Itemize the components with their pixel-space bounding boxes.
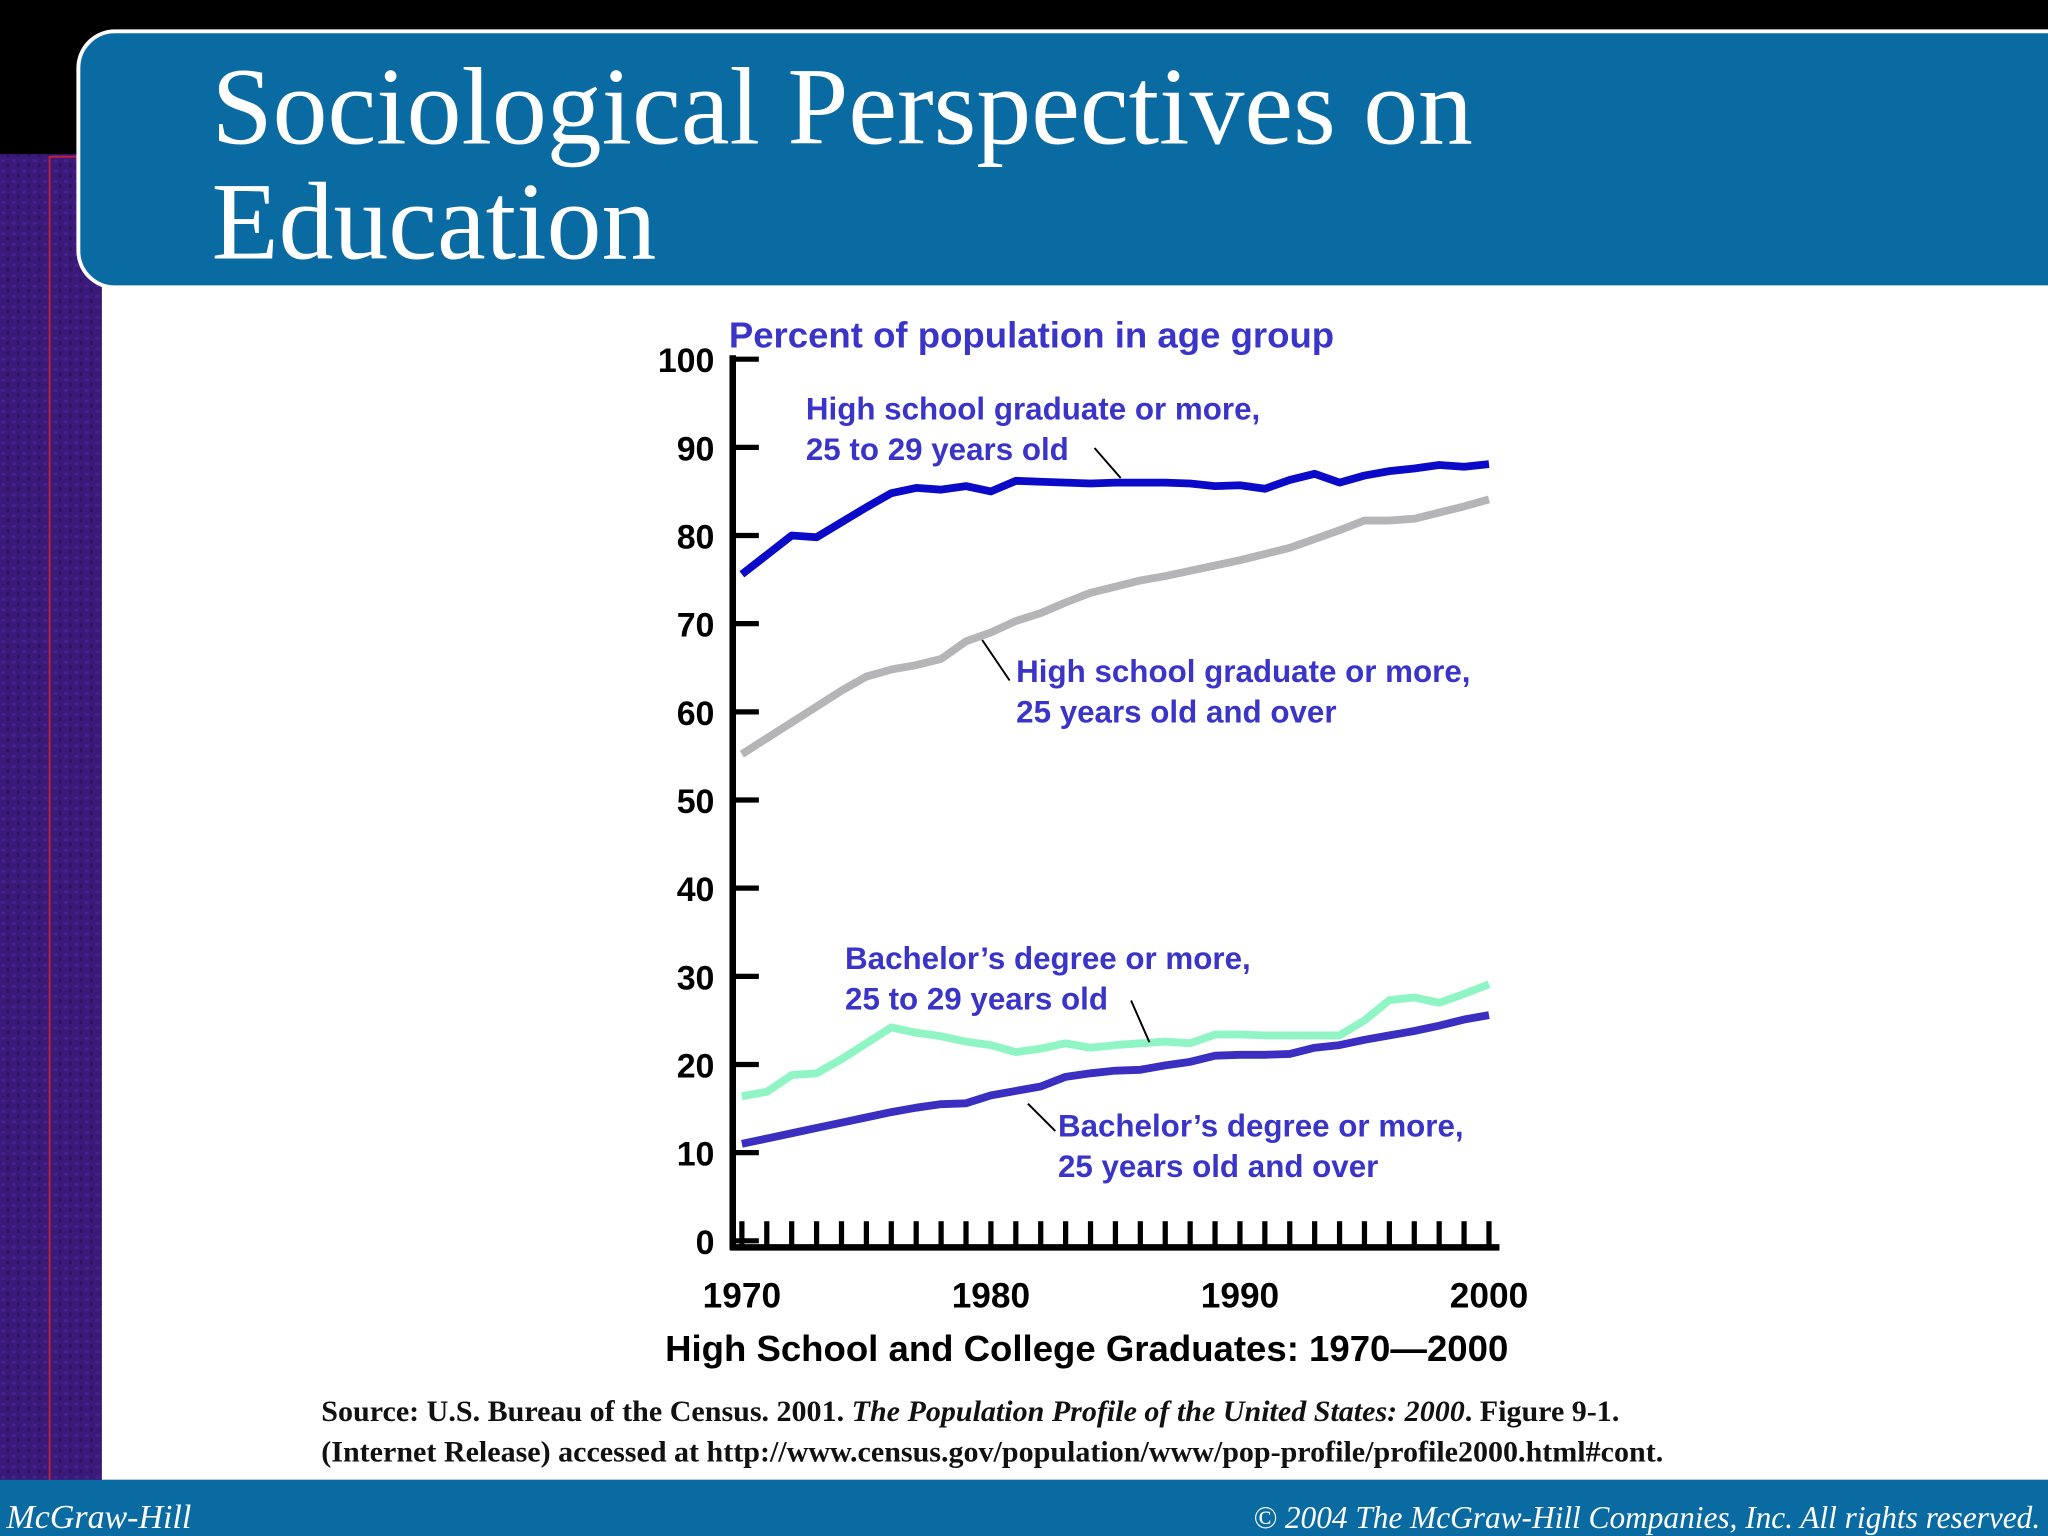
title-bar — [76, 29, 2048, 290]
annotation: 25 years old and over — [1058, 1149, 1378, 1184]
x-tick-label: 1980 — [952, 1276, 1030, 1315]
source-title: The Population Profile of the United Sta… — [852, 1395, 1465, 1428]
leader-line — [1027, 1102, 1057, 1132]
series-line — [741, 980, 1491, 1101]
annotation: High school graduate or more, — [1016, 654, 1470, 689]
y-tick-label: 30 — [677, 959, 715, 997]
y-tick-label: 40 — [677, 871, 715, 909]
annotation: Bachelor’s degree or more, — [1058, 1108, 1464, 1143]
source-text: Source: U.S. Bureau of the Census. 2001. — [321, 1395, 851, 1428]
source-text: . Figure 9-1. — [1465, 1395, 1620, 1428]
leader-line — [981, 639, 1011, 682]
plot: 0 10 20 30 40 50 60 70 80 90 100 1970 1980 1990 2000 Hi… — [658, 342, 1528, 1315]
y-tick-label: 50 — [677, 783, 715, 821]
content-area — [101, 280, 2048, 1480]
leader-line — [1093, 447, 1122, 479]
series-line — [739, 460, 1490, 578]
series-line — [739, 495, 1491, 758]
annotation: Bachelor’s degree or more, — [845, 941, 1251, 976]
y-tick-label: 70 — [677, 607, 715, 645]
slide-title: Education — [212, 161, 657, 283]
y-axis-label: Percent of population in age group — [729, 314, 1334, 355]
y-tick-label: 0 — [696, 1224, 715, 1262]
y-tick-label: 60 — [677, 695, 715, 733]
y-tick-label: 10 — [677, 1136, 715, 1174]
y-tick-label: 20 — [677, 1048, 715, 1086]
annotation: High school graduate or more, — [806, 391, 1260, 426]
series-line — [741, 1011, 1490, 1148]
x-tick-label: 1990 — [1201, 1276, 1279, 1315]
x-tick-label: 1970 — [703, 1276, 781, 1315]
footer-left: McGraw-Hill — [6, 1499, 192, 1536]
annotation: 25 years old and over — [1016, 694, 1336, 729]
y-tick-label: 100 — [658, 342, 715, 380]
y-tick-label: 80 — [677, 519, 715, 557]
y-tick-label: 90 — [677, 430, 715, 468]
x-tick-label: 2000 — [1450, 1276, 1528, 1315]
annotation: 25 to 29 years old — [845, 982, 1108, 1017]
footer-bar — [0, 1479, 2048, 1536]
x-axis-title: High School and College Graduates: 1970—… — [665, 1328, 1508, 1369]
source-line: (Internet Release) accessed at http://ww… — [321, 1436, 1663, 1469]
side-strip — [0, 154, 105, 1487]
annotation: 25 to 29 years old — [806, 432, 1069, 467]
slide-title: Sociological Perspectives on — [212, 46, 1473, 168]
leader-line — [1130, 1000, 1151, 1043]
source-line: Source: U.S. Bureau of the Census. 2001.… — [321, 1395, 1619, 1428]
footer-right: © 2004 The McGraw-Hill Companies, Inc. A… — [1253, 1500, 2040, 1535]
